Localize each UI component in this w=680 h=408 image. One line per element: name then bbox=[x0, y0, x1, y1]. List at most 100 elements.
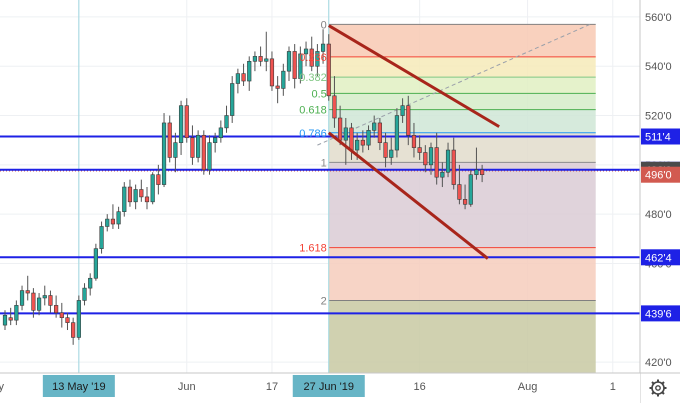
candle bbox=[144, 187, 150, 210]
candle bbox=[275, 76, 280, 104]
candle bbox=[82, 283, 87, 306]
candle bbox=[218, 120, 223, 143]
candle-body bbox=[19, 290, 25, 306]
candle bbox=[178, 100, 184, 155]
fib-zone bbox=[328, 77, 596, 94]
x-tick-label: 27 Jun '19 bbox=[304, 381, 354, 393]
date-tag bbox=[292, 375, 365, 397]
candle bbox=[417, 135, 422, 160]
candle bbox=[332, 76, 337, 128]
y-tick-label: 560'0 bbox=[645, 12, 672, 24]
candle bbox=[184, 98, 189, 143]
candle-body bbox=[462, 199, 468, 205]
candle-body bbox=[377, 122, 382, 143]
candle-body bbox=[14, 305, 19, 321]
candle-body bbox=[332, 95, 337, 119]
candle-body bbox=[167, 122, 172, 158]
candle-body bbox=[360, 139, 365, 146]
candle-body bbox=[468, 174, 473, 205]
candle bbox=[54, 295, 59, 318]
candle bbox=[400, 98, 405, 123]
fib-ratio-label: 0 bbox=[321, 19, 327, 31]
candle-body bbox=[303, 48, 309, 55]
candle bbox=[196, 130, 201, 163]
candle bbox=[326, 34, 331, 101]
candle bbox=[93, 243, 98, 281]
horizontal-levels[interactable] bbox=[0, 135, 640, 315]
candle bbox=[360, 130, 365, 153]
fib-ratio-label: 0.618 bbox=[299, 105, 327, 117]
candle bbox=[292, 44, 297, 89]
candle bbox=[372, 115, 377, 138]
candle bbox=[190, 125, 195, 165]
gear-icon-tooth bbox=[651, 381, 655, 385]
channel-lines[interactable] bbox=[327, 24, 500, 260]
candle-body bbox=[31, 292, 36, 311]
candle-body bbox=[264, 58, 269, 62]
fib-ratio-label: 0.786 bbox=[299, 128, 327, 140]
fibonacci-retracement[interactable] bbox=[328, 23, 596, 373]
candle-body bbox=[400, 105, 405, 116]
candle-body bbox=[105, 218, 110, 227]
candle bbox=[59, 302, 64, 328]
candle-body bbox=[133, 189, 138, 203]
candle-body bbox=[156, 174, 161, 185]
y-tick-label: 520'0 bbox=[645, 111, 672, 123]
candle-body bbox=[99, 226, 104, 249]
candle bbox=[315, 44, 320, 77]
fib-zone bbox=[328, 132, 596, 163]
x-tick-label: 17 bbox=[266, 381, 278, 393]
candle-body bbox=[150, 174, 155, 203]
candle-body bbox=[36, 297, 42, 311]
candle-body bbox=[343, 127, 348, 141]
candle-body bbox=[196, 134, 201, 158]
fib-zone bbox=[328, 247, 596, 301]
candle-body bbox=[338, 117, 343, 141]
candle-body bbox=[315, 51, 320, 67]
gear-icon[interactable] bbox=[649, 379, 667, 397]
candle bbox=[383, 132, 388, 168]
candle-body bbox=[116, 211, 121, 225]
candle-body bbox=[122, 186, 127, 212]
candle bbox=[247, 56, 252, 91]
candle bbox=[71, 317, 76, 345]
fib-trend-line[interactable] bbox=[317, 23, 591, 146]
candle bbox=[411, 122, 417, 158]
candle bbox=[303, 41, 309, 67]
candlesticks bbox=[2, 29, 485, 345]
fib-zone bbox=[328, 300, 596, 373]
candle bbox=[320, 29, 326, 64]
candle-body bbox=[411, 134, 417, 148]
channel-line[interactable] bbox=[327, 131, 489, 260]
level-price-tag-label: 511'4 bbox=[645, 131, 671, 143]
gear-icon-tooth bbox=[661, 391, 665, 395]
candle bbox=[230, 76, 235, 123]
channel-line[interactable] bbox=[327, 24, 500, 128]
candle-body bbox=[309, 48, 314, 67]
candle-body bbox=[423, 152, 428, 166]
candle-body bbox=[144, 196, 150, 203]
candle-body bbox=[372, 122, 377, 131]
candle-body bbox=[82, 287, 87, 301]
fib-ratio-label: 1 bbox=[321, 157, 327, 169]
candle-body bbox=[286, 51, 292, 72]
candle-body bbox=[292, 51, 297, 79]
candle-body bbox=[394, 115, 400, 151]
x-tick-label: 16 bbox=[414, 381, 426, 393]
candle bbox=[127, 179, 133, 207]
x-tick-label: 1 bbox=[610, 381, 616, 393]
candle bbox=[264, 31, 269, 72]
candle bbox=[42, 285, 47, 306]
level-price-tag-label: 439'6 bbox=[645, 308, 672, 320]
candle bbox=[99, 221, 104, 254]
candle-body bbox=[445, 149, 451, 173]
trend-lines[interactable] bbox=[317, 23, 591, 146]
candle bbox=[440, 162, 445, 188]
candle bbox=[235, 68, 240, 94]
candle-body bbox=[349, 127, 354, 151]
candle bbox=[394, 108, 400, 158]
candle-body bbox=[480, 169, 485, 176]
